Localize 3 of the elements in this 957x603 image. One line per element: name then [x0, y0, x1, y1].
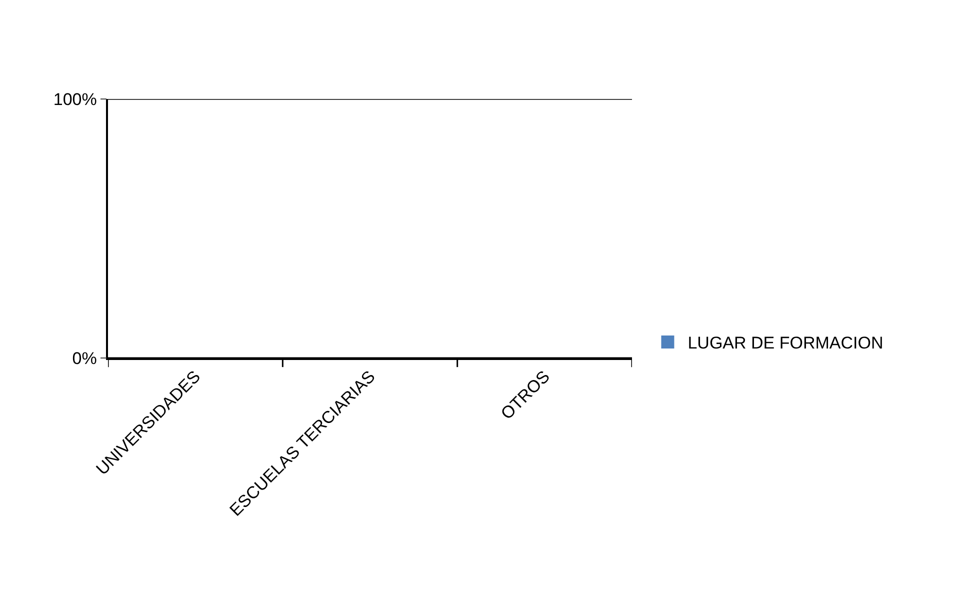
y-tick-label: 0%	[72, 348, 97, 368]
legend-label: LUGAR DE FORMACION	[688, 334, 884, 353]
y-tick-label: 100%	[53, 90, 97, 109]
